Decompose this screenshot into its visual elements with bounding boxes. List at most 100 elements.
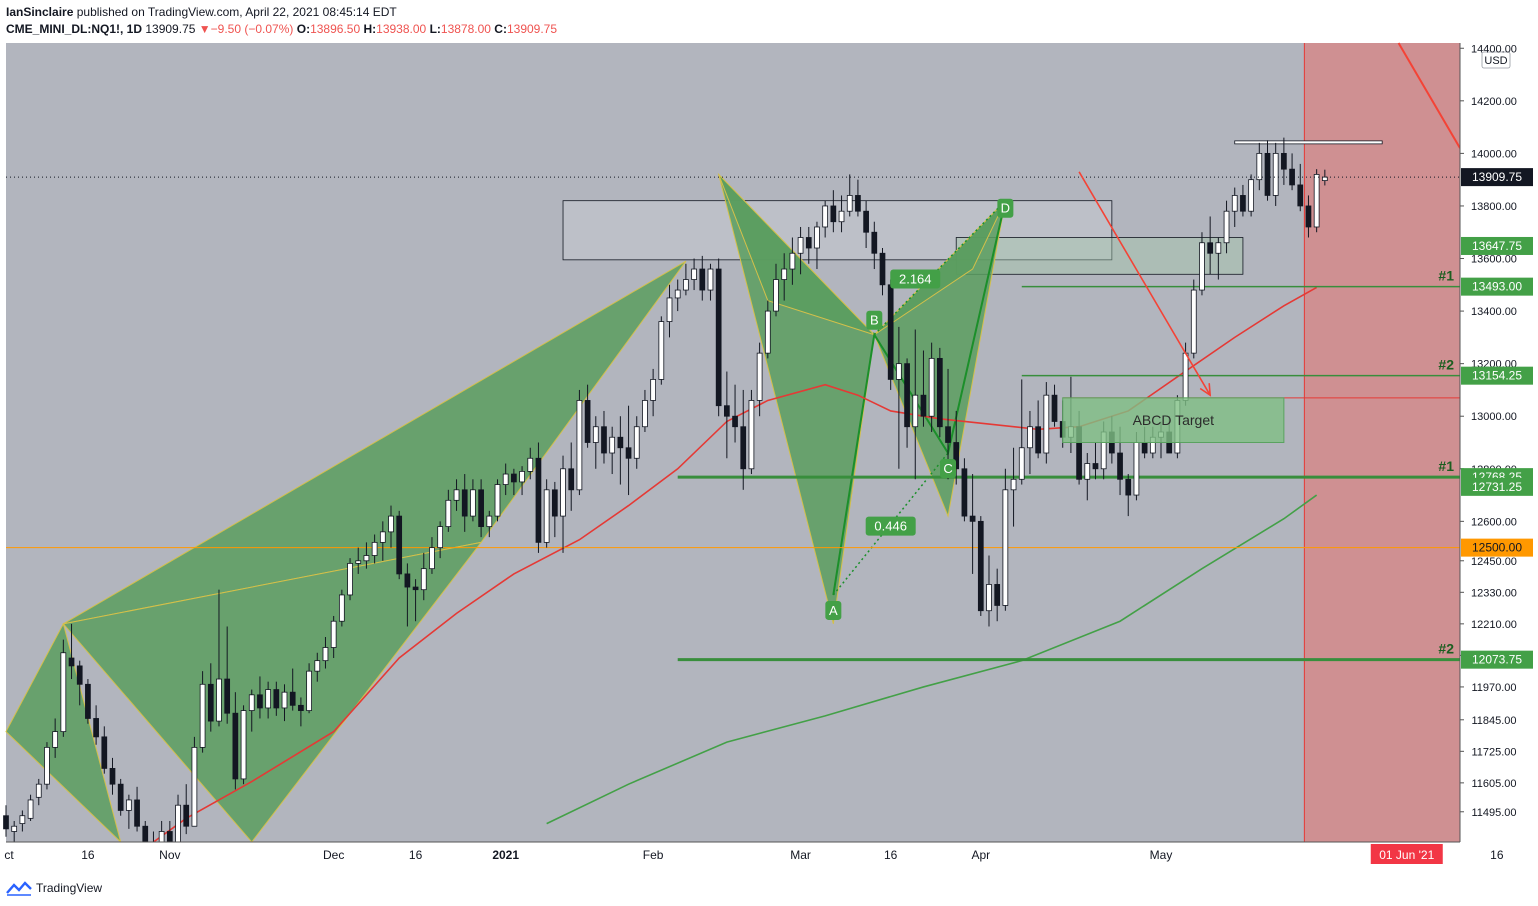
candle-body — [76, 665, 83, 685]
candle-body — [969, 515, 976, 522]
candle-body — [330, 620, 337, 648]
candle-body — [732, 415, 738, 428]
candle-body — [322, 647, 329, 662]
level-tag: #2 — [1438, 357, 1454, 373]
candle-body — [11, 825, 18, 832]
candle-body — [838, 210, 845, 223]
candle-body — [248, 694, 255, 711]
publish-info: IanSinclaire published on TradingView.co… — [6, 5, 397, 19]
candle-body — [723, 405, 730, 417]
ratio-label-1-bg — [890, 269, 941, 289]
candle-body — [887, 284, 894, 380]
resistance-line — [1234, 140, 1383, 145]
ratio-label-1: 2.164 — [899, 272, 932, 287]
candle-body — [1010, 478, 1017, 491]
candle-body — [674, 289, 681, 299]
annotations: ABCD Target A B C D 2.164 0.446 — [6, 42, 1461, 620]
x-tick-label: 16 — [81, 848, 95, 862]
date-marker-bg — [1370, 844, 1443, 864]
abcd-target-box — [1062, 397, 1285, 444]
y-tick-label: 12450.00 — [1471, 556, 1517, 568]
point-d-label: D — [1001, 201, 1010, 216]
price-label: 12731.25 — [1472, 480, 1522, 494]
future-zone-rect — [1304, 43, 1460, 842]
y-tick-label: 11970.00 — [1471, 682, 1516, 694]
chart-header: IanSinclaire published on TradingView.co… — [0, 0, 1538, 42]
price-zone — [955, 237, 1244, 275]
price-label-bg — [1461, 236, 1533, 255]
candle-body — [773, 279, 779, 312]
candle-body — [175, 804, 181, 843]
price-label-bg — [1461, 650, 1533, 669]
candle-body — [363, 555, 370, 562]
currency-label: USD — [1484, 55, 1507, 67]
candle-body — [1035, 426, 1041, 454]
candle-body — [355, 560, 362, 564]
time-axis[interactable]: ct 16 Nov Dec 16 2021 Feb Mar 16 Apr May 01 Jun '21… — [0, 841, 1538, 872]
candle-body — [601, 426, 607, 454]
price-label: 13647.75 — [1472, 239, 1522, 253]
candle-body — [797, 237, 804, 254]
candle-body — [715, 268, 722, 407]
candle-body — [609, 436, 616, 454]
y-tick-label: 14400.00 — [1471, 43, 1517, 55]
candle-body — [93, 718, 99, 738]
candle-body — [52, 731, 59, 748]
candle-body — [617, 436, 624, 449]
candle-body — [109, 768, 116, 785]
abcd-ratio-bd — [873, 200, 1006, 336]
candle-body — [1125, 478, 1132, 496]
candle-body — [535, 457, 542, 543]
close-label: C: — [494, 22, 507, 36]
price-label: 12073.75 — [1472, 653, 1522, 667]
ohlc-legend: CME_MINI_DL:NQ1!, 1D 13909.75 ▼−9.50 (−0… — [6, 22, 557, 36]
candle-body — [879, 252, 886, 286]
candle-body — [871, 231, 878, 254]
candle-body — [1117, 452, 1123, 480]
candle-body — [994, 584, 1001, 606]
candle-body — [1281, 152, 1287, 170]
tradingview-logo-icon — [6, 881, 32, 896]
candle-body — [1215, 242, 1222, 254]
open-label: O: — [296, 22, 311, 36]
candle-body — [1002, 489, 1009, 606]
candle-body — [551, 489, 558, 517]
point-b-label: B — [870, 313, 879, 328]
candle-body — [1084, 463, 1091, 480]
candle-body — [936, 357, 943, 428]
price-label: 12500.00 — [1472, 541, 1522, 555]
sma200-line — [546, 494, 1318, 825]
y-tick-label: 11845.00 — [1471, 715, 1516, 727]
open-value: 13896.50 — [310, 22, 361, 36]
candle-body — [388, 515, 394, 533]
candle-body — [1027, 426, 1033, 449]
candle-body — [625, 447, 632, 459]
y-tick-label: 12330.00 — [1471, 587, 1517, 599]
candle-body — [1256, 152, 1263, 181]
candle-body — [27, 799, 34, 819]
candle-body — [1223, 210, 1230, 244]
candle-body — [576, 400, 583, 491]
tradingview-brand[interactable]: TradingView — [6, 880, 102, 896]
y-tick-label: 13600.00 — [1471, 254, 1517, 266]
last-price: 13909.75 — [145, 22, 196, 36]
x-tick-label: 16 — [409, 848, 423, 862]
x-tick-label: Feb — [643, 848, 664, 862]
level-tag: #1 — [1438, 458, 1454, 474]
abcd-line — [832, 200, 1007, 596]
ratio-label-2-bg — [865, 516, 916, 536]
candle-body — [707, 268, 714, 291]
symbol-label[interactable]: CME_MINI_DL:NQ1!, 1D — [6, 22, 143, 36]
candle-body — [273, 689, 280, 709]
candle-body — [945, 426, 951, 443]
author-name[interactable]: IanSinclaire — [6, 5, 74, 19]
candle-body — [445, 499, 452, 528]
candle-body — [19, 815, 26, 825]
candle-body — [461, 489, 468, 517]
point-b-label-bg — [866, 310, 883, 330]
candle-body — [199, 683, 206, 748]
x-tick-label: 16 — [1490, 848, 1504, 862]
candle-body — [986, 584, 992, 612]
